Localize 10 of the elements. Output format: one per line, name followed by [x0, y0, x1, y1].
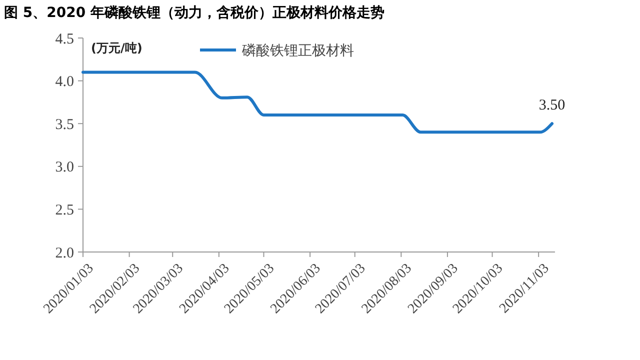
data-label: 3.50 — [538, 98, 566, 114]
chart-title: 图 5、2020 年磷酸铁锂（动力，含税价）正极材料价格走势 — [4, 4, 384, 21]
y-tick-label: 2.5 — [55, 202, 74, 218]
y-axis-title: (万元/吨) — [91, 41, 142, 55]
legend-label: 磷酸铁锂正极材料 — [241, 42, 354, 59]
y-tick-label: 3.5 — [55, 116, 74, 133]
y-tick-label: 4.5 — [55, 31, 74, 48]
y-tick-label: 3.0 — [55, 160, 74, 176]
y-tick-label: 2.0 — [55, 245, 74, 262]
y-tick-label: 4.0 — [55, 74, 74, 90]
